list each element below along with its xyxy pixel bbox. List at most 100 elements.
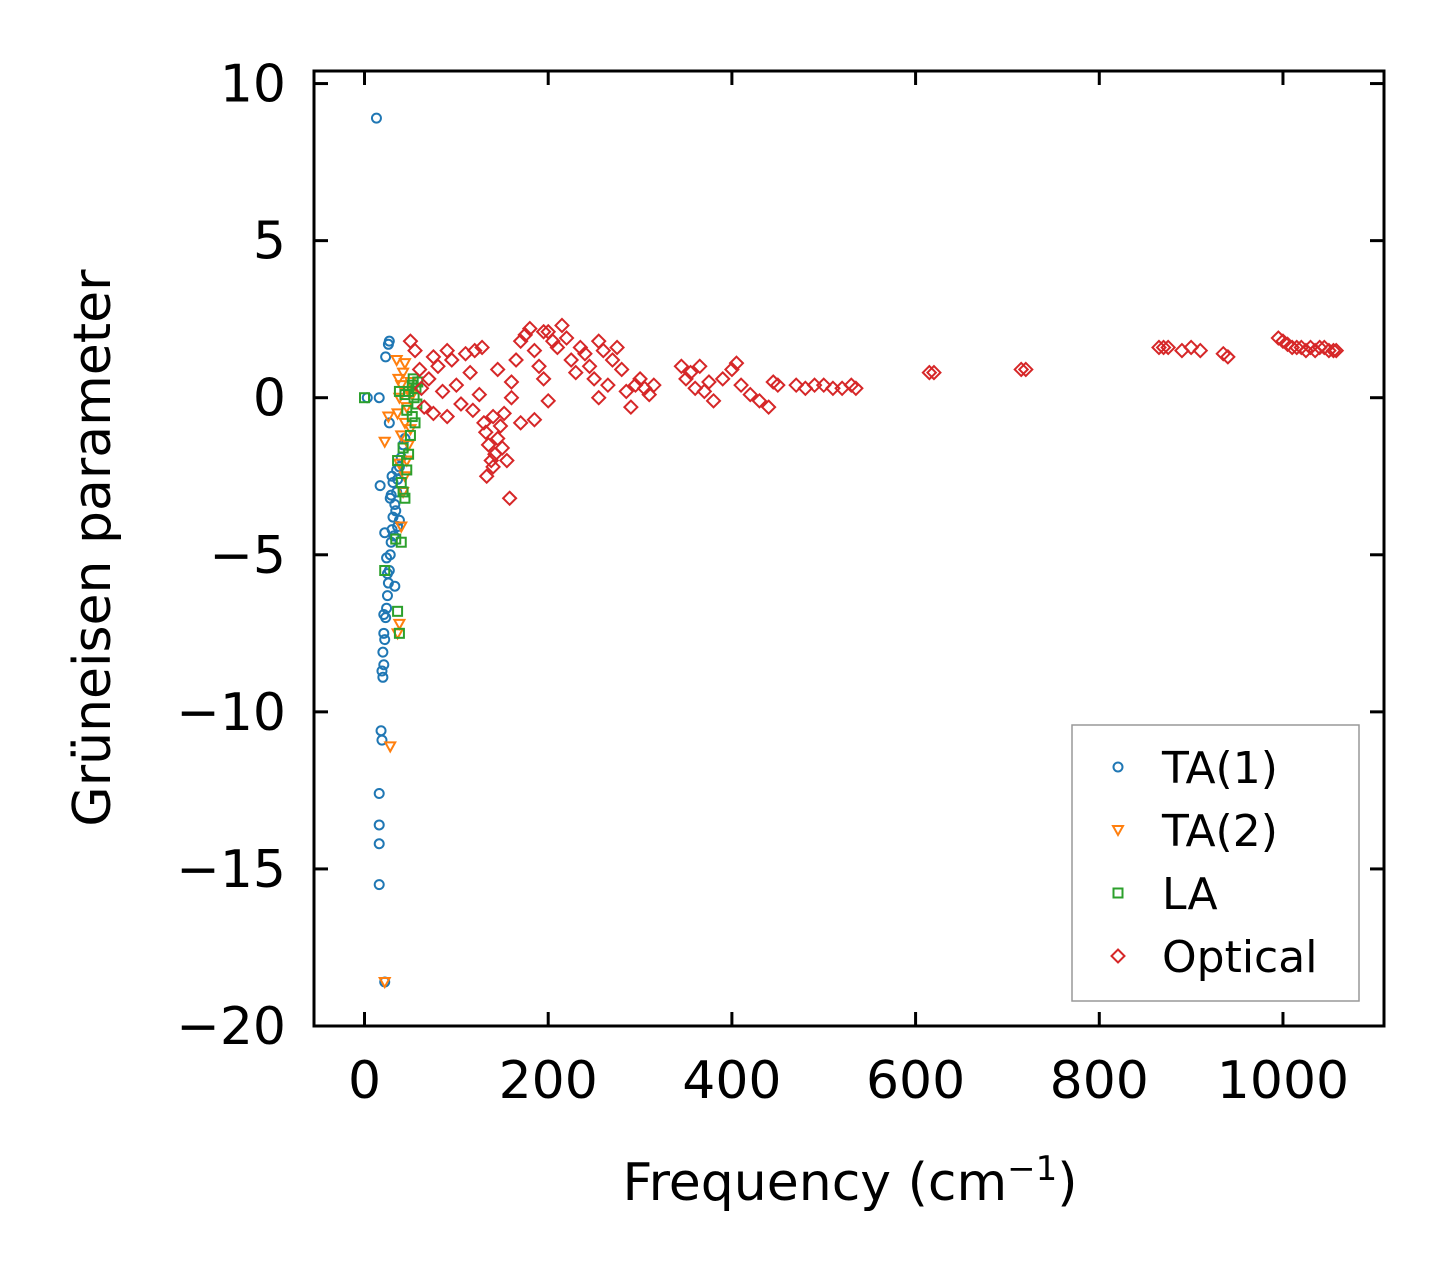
data-point — [501, 490, 518, 507]
x-axis-label-exponent: −1 — [1007, 1149, 1057, 1189]
data-point — [590, 389, 607, 406]
data-point — [521, 320, 538, 337]
data-point — [480, 436, 497, 453]
data-point — [398, 471, 412, 484]
legend-marker-optical — [1110, 948, 1126, 964]
data-point — [406, 411, 418, 423]
data-point — [503, 374, 520, 390]
data-point — [381, 568, 393, 580]
legend-label-ta1: TA(1) — [1161, 743, 1278, 794]
data-point — [474, 339, 490, 356]
data-point — [374, 480, 386, 492]
x-tick-label: 1000 — [1217, 1051, 1349, 1111]
data-point — [512, 414, 529, 431]
data-point — [390, 533, 402, 545]
x-axis-label-main: Frequency (cm — [622, 1153, 1007, 1213]
data-point — [508, 352, 524, 368]
data-point — [512, 333, 529, 350]
data-point — [375, 725, 387, 737]
data-point — [359, 392, 371, 404]
data-point — [540, 323, 557, 340]
data-point — [373, 392, 385, 404]
legend-marker-symbol — [1112, 887, 1124, 899]
x-tick-label: 200 — [499, 1051, 598, 1111]
data-point — [373, 879, 385, 891]
data-point — [1311, 339, 1328, 356]
data-point — [1219, 348, 1236, 365]
data-point — [404, 429, 416, 441]
data-point — [413, 380, 430, 397]
data-point — [705, 392, 722, 409]
data-point — [443, 352, 460, 368]
data-point — [393, 514, 405, 526]
data-point — [399, 492, 411, 504]
data-point — [453, 396, 469, 412]
data-point — [526, 342, 543, 359]
data-point — [462, 364, 479, 381]
data-point — [494, 440, 511, 456]
y-tick-label: −5 — [209, 526, 286, 586]
data-point — [599, 377, 616, 394]
data-point — [394, 380, 408, 393]
data-point — [563, 352, 580, 368]
data-point — [430, 358, 446, 375]
data-point — [377, 671, 389, 683]
data-point — [645, 377, 662, 394]
x-tick-label: 800 — [1050, 1051, 1149, 1111]
data-point — [489, 361, 506, 378]
data-point — [377, 646, 389, 658]
data-point — [393, 385, 405, 397]
data-point — [673, 358, 690, 375]
data-point — [373, 838, 385, 850]
data-point — [483, 452, 500, 469]
data-point — [682, 364, 699, 381]
data-point — [379, 634, 391, 646]
data-point — [391, 373, 406, 386]
data-point — [383, 335, 395, 347]
data-point — [531, 358, 547, 375]
data-point — [396, 367, 410, 380]
data-point — [395, 536, 407, 548]
data-point — [403, 448, 415, 460]
legend-label-optical: Optical — [1162, 932, 1317, 983]
data-point — [379, 564, 391, 576]
data-point — [398, 358, 412, 371]
data-point — [540, 392, 557, 409]
data-point — [407, 342, 423, 359]
legend-label-ta2: TA(2) — [1161, 806, 1278, 857]
data-point — [581, 358, 598, 375]
plot-frame — [312, 69, 1386, 1028]
data-point — [373, 819, 385, 831]
series-optical — [402, 317, 1345, 507]
data-point — [492, 418, 509, 434]
y-tick-label: −10 — [176, 683, 286, 743]
data-point — [475, 414, 492, 431]
data-point — [400, 402, 414, 415]
data-point — [373, 788, 385, 800]
data-point — [485, 458, 502, 475]
data-point — [434, 383, 451, 400]
data-point — [526, 411, 543, 428]
data-point — [613, 361, 630, 378]
series-la — [359, 373, 424, 639]
data-point — [394, 521, 408, 534]
data-point — [388, 530, 400, 542]
data-point — [477, 424, 494, 441]
data-point — [1151, 339, 1167, 356]
data-point — [728, 355, 745, 372]
data-point — [381, 552, 393, 564]
data-point — [379, 527, 391, 539]
legend-marker-symbol — [1111, 825, 1125, 838]
legend-marker-symbol — [1112, 761, 1124, 773]
data-point — [544, 333, 561, 350]
data-point — [409, 417, 421, 429]
data-point — [378, 977, 392, 990]
data-point — [1013, 361, 1030, 378]
data-point — [535, 323, 552, 340]
data-point — [392, 605, 404, 617]
data-point — [921, 364, 938, 381]
data-point — [381, 411, 396, 424]
data-point — [742, 386, 759, 403]
series-ta1 — [361, 112, 411, 988]
